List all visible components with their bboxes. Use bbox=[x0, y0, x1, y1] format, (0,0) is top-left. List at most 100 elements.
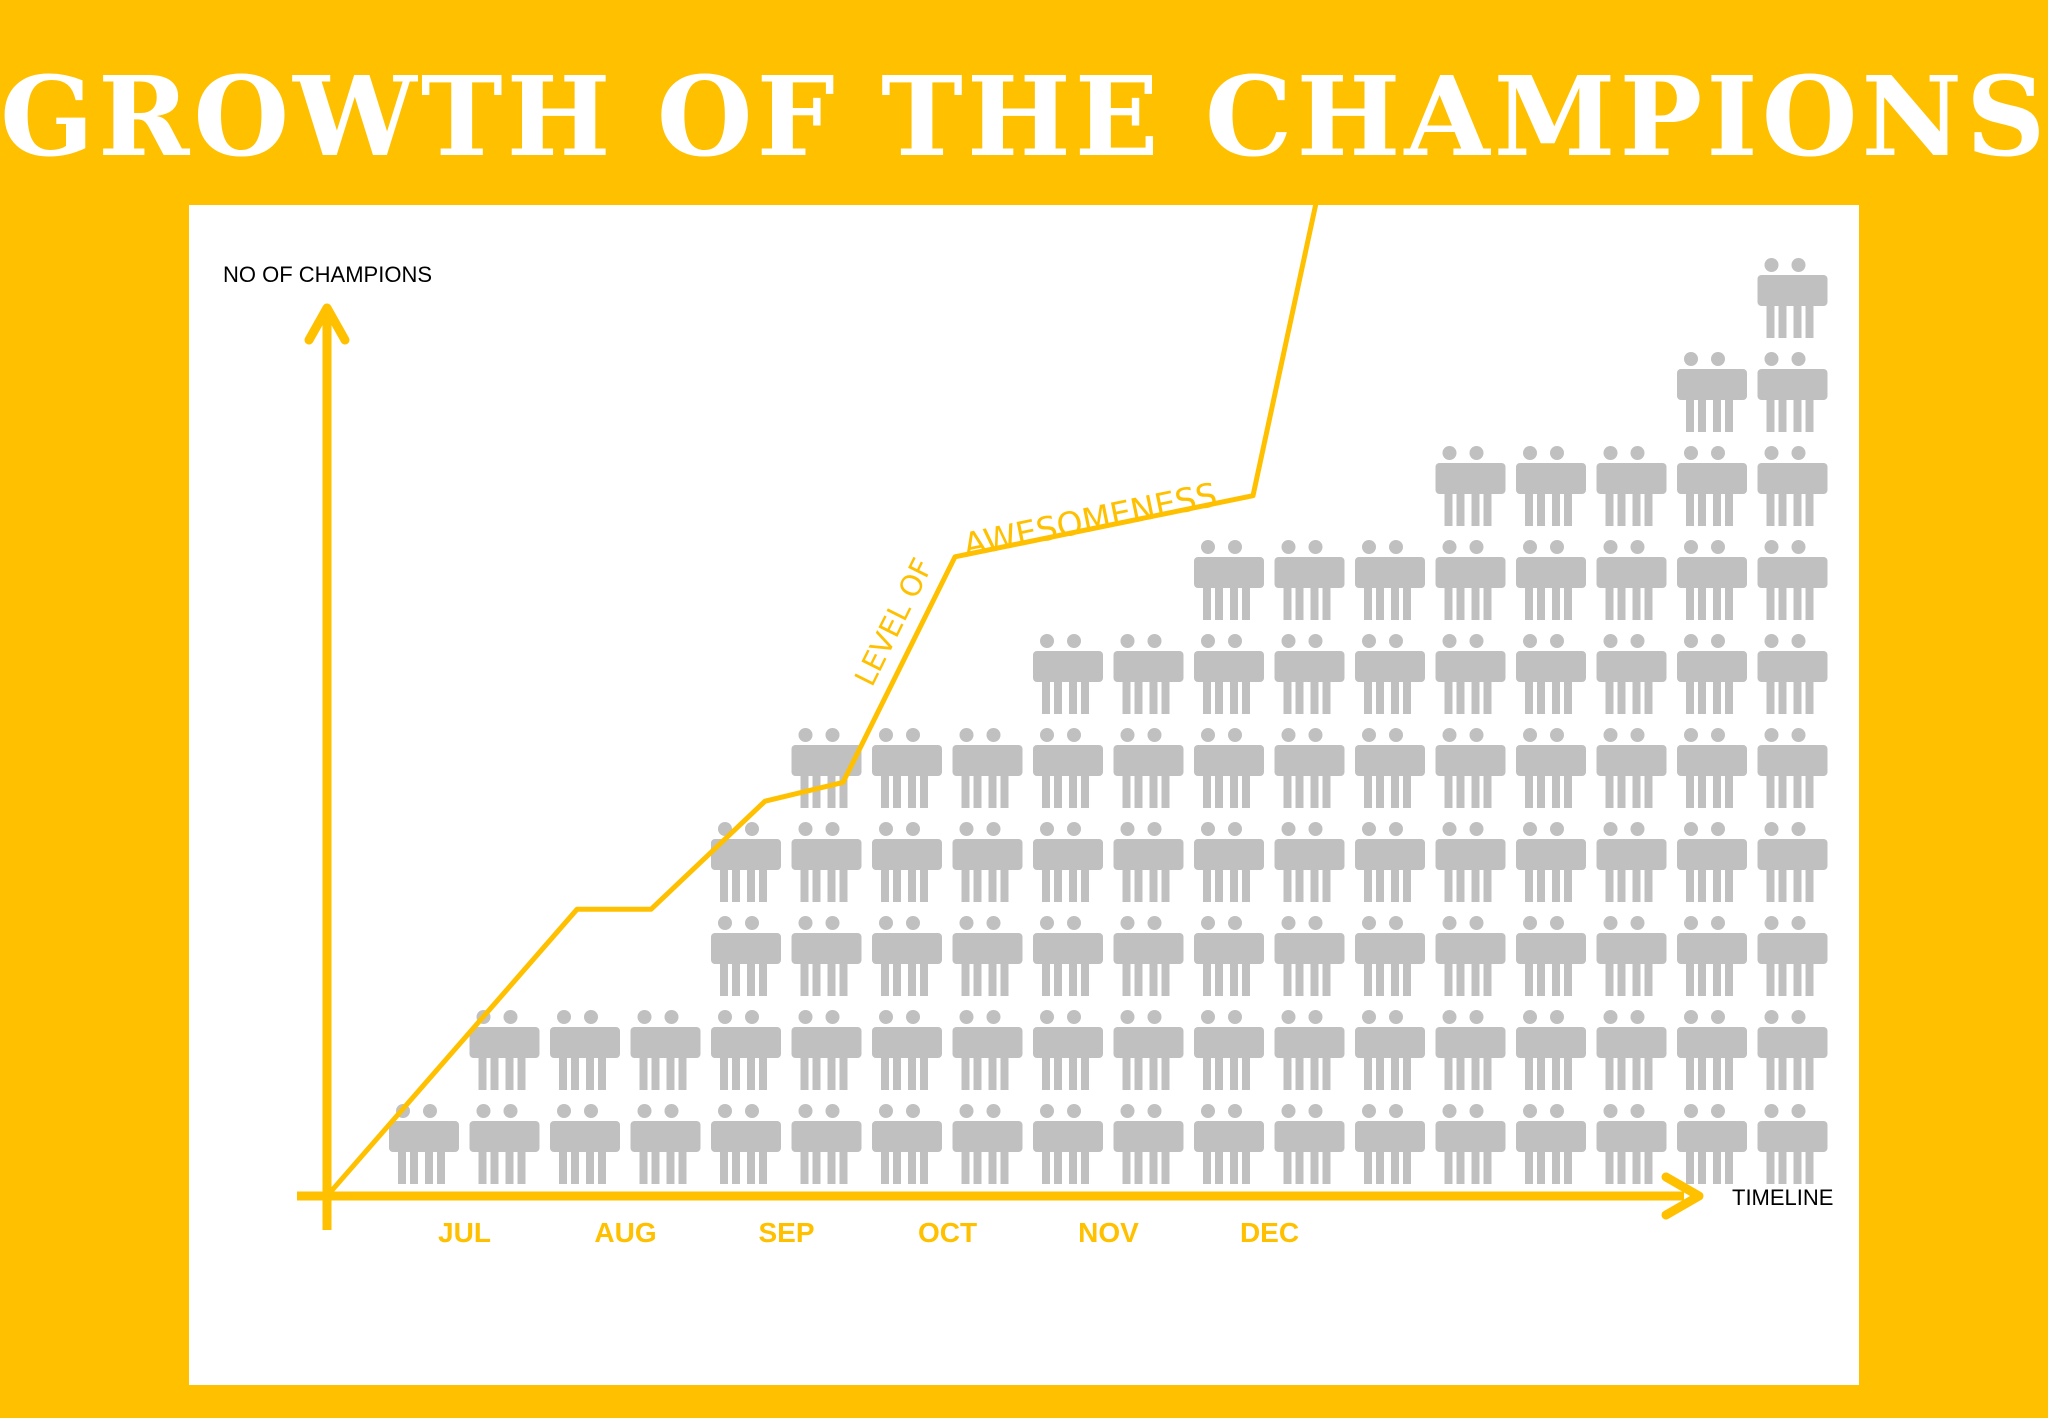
person-pair-icon bbox=[1757, 634, 1828, 714]
x-tick-label-jul: JUL bbox=[438, 1217, 491, 1248]
person-pair-icon bbox=[630, 1010, 701, 1090]
x-axis-arrowhead bbox=[1661, 1172, 1704, 1220]
x-tick-label-sep: SEP bbox=[758, 1217, 814, 1248]
person-pair-icon bbox=[1596, 1104, 1667, 1184]
person-pair-icon bbox=[952, 822, 1023, 902]
champion-column-5 bbox=[711, 822, 781, 1184]
person-pair-icon bbox=[1757, 446, 1828, 526]
person-pair-icon bbox=[1677, 1104, 1747, 1184]
person-pair-icon bbox=[1435, 916, 1506, 996]
person-pair-icon bbox=[1113, 1010, 1184, 1090]
person-pair-icon bbox=[711, 1104, 781, 1184]
person-pair-icon bbox=[1113, 634, 1184, 714]
person-pair-icon bbox=[469, 1104, 540, 1184]
person-pair-icon bbox=[630, 1104, 701, 1184]
person-pair-icon bbox=[1033, 822, 1103, 902]
person-pair-icon bbox=[1033, 916, 1103, 996]
person-pair-icon bbox=[1677, 728, 1747, 808]
person-pair-icon bbox=[872, 822, 942, 902]
person-pair-icon bbox=[872, 916, 942, 996]
person-pair-icon bbox=[1435, 634, 1506, 714]
person-pair-icon bbox=[1274, 728, 1345, 808]
y-axis-label: NO OF CHAMPIONS bbox=[223, 262, 432, 287]
champion-column-17 bbox=[1677, 352, 1747, 1184]
x-tick-label-dec: DEC bbox=[1240, 1217, 1299, 1248]
person-pair-icon bbox=[1596, 822, 1667, 902]
person-pair-icon bbox=[791, 1010, 862, 1090]
person-pair-icon bbox=[1113, 822, 1184, 902]
person-pair-icon bbox=[1677, 916, 1747, 996]
person-pair-icon bbox=[1757, 540, 1828, 620]
person-pair-icon bbox=[1757, 916, 1828, 996]
person-pair-icon bbox=[1435, 728, 1506, 808]
person-pair-icon bbox=[1274, 1010, 1345, 1090]
champion-column-18 bbox=[1757, 258, 1828, 1184]
person-pair-icon bbox=[1757, 728, 1828, 808]
axis-labels: NO OF CHAMPIONS TIMELINE JUL AUG SEP OCT NOV DE… bbox=[223, 262, 1833, 1248]
champion-column-15 bbox=[1516, 446, 1586, 1184]
person-pair-icon bbox=[952, 916, 1023, 996]
person-pair-icon bbox=[1033, 1010, 1103, 1090]
person-pair-icon bbox=[1113, 916, 1184, 996]
person-pair-icon bbox=[1274, 822, 1345, 902]
person-pair-icon bbox=[1757, 258, 1828, 338]
person-pair-icon bbox=[1677, 446, 1747, 526]
person-pair-icon bbox=[1194, 540, 1264, 620]
person-pair-icon bbox=[1194, 822, 1264, 902]
champion-column-7 bbox=[872, 728, 942, 1184]
champion-column-10 bbox=[1113, 634, 1184, 1184]
champion-column-6 bbox=[791, 728, 862, 1184]
person-pair-icon bbox=[1194, 916, 1264, 996]
person-pair-icon bbox=[1435, 446, 1506, 526]
person-pair-icon bbox=[711, 822, 781, 902]
trend-line bbox=[325, 205, 1319, 1198]
person-pair-icon bbox=[1596, 728, 1667, 808]
person-pair-icon bbox=[952, 1010, 1023, 1090]
person-pair-icon bbox=[1596, 446, 1667, 526]
champion-column-4 bbox=[630, 1010, 701, 1184]
person-pair-icon bbox=[1355, 1010, 1425, 1090]
person-pair-icon bbox=[1194, 1010, 1264, 1090]
x-tick-label-aug: AUG bbox=[594, 1217, 656, 1248]
person-pair-icon bbox=[952, 1104, 1023, 1184]
person-pair-icon bbox=[1355, 1104, 1425, 1184]
person-pair-icon bbox=[1516, 634, 1586, 714]
person-pair-icon bbox=[1516, 540, 1586, 620]
person-pair-icon bbox=[1516, 728, 1586, 808]
person-pair-icon bbox=[1516, 1010, 1586, 1090]
person-pair-icon bbox=[1113, 1104, 1184, 1184]
person-pair-icon bbox=[872, 1010, 942, 1090]
person-pair-icon bbox=[1274, 916, 1345, 996]
person-pair-icon bbox=[550, 1104, 620, 1184]
person-pair-icon bbox=[872, 728, 942, 808]
person-pair-icon bbox=[1435, 540, 1506, 620]
person-pair-icon bbox=[1274, 1104, 1345, 1184]
person-pair-icon bbox=[1113, 728, 1184, 808]
person-pair-icon bbox=[1033, 728, 1103, 808]
person-pair-icon bbox=[1596, 916, 1667, 996]
person-pair-icon bbox=[1596, 634, 1667, 714]
person-pair-icon bbox=[791, 1104, 862, 1184]
champion-column-3 bbox=[550, 1010, 620, 1184]
chart-panel: LEVEL OF AWESOMENESS NO OF CHAMPIONS TIMEL… bbox=[189, 205, 1859, 1385]
person-pair-icon bbox=[1757, 1010, 1828, 1090]
axes bbox=[297, 303, 1704, 1230]
person-pair-icon bbox=[550, 1010, 620, 1090]
person-pair-icon bbox=[711, 916, 781, 996]
person-pair-icon bbox=[1596, 1010, 1667, 1090]
person-pair-icon bbox=[1194, 728, 1264, 808]
person-pair-icon bbox=[1757, 1104, 1828, 1184]
person-pair-icon bbox=[1355, 916, 1425, 996]
person-pair-icon bbox=[1033, 634, 1103, 714]
person-pair-icon bbox=[1516, 916, 1586, 996]
page-title: GROWTH OF THE CHAMPIONS bbox=[0, 52, 2048, 181]
x-axis-label: TIMELINE bbox=[1732, 1185, 1833, 1210]
person-pair-icon bbox=[1757, 352, 1828, 432]
person-pair-icon bbox=[1274, 634, 1345, 714]
person-pair-icon bbox=[1435, 1010, 1506, 1090]
champion-column-13 bbox=[1355, 540, 1425, 1184]
person-pair-icon bbox=[711, 1010, 781, 1090]
champion-column-14 bbox=[1435, 446, 1506, 1184]
trend-label-part-1: LEVEL OF bbox=[848, 553, 940, 691]
